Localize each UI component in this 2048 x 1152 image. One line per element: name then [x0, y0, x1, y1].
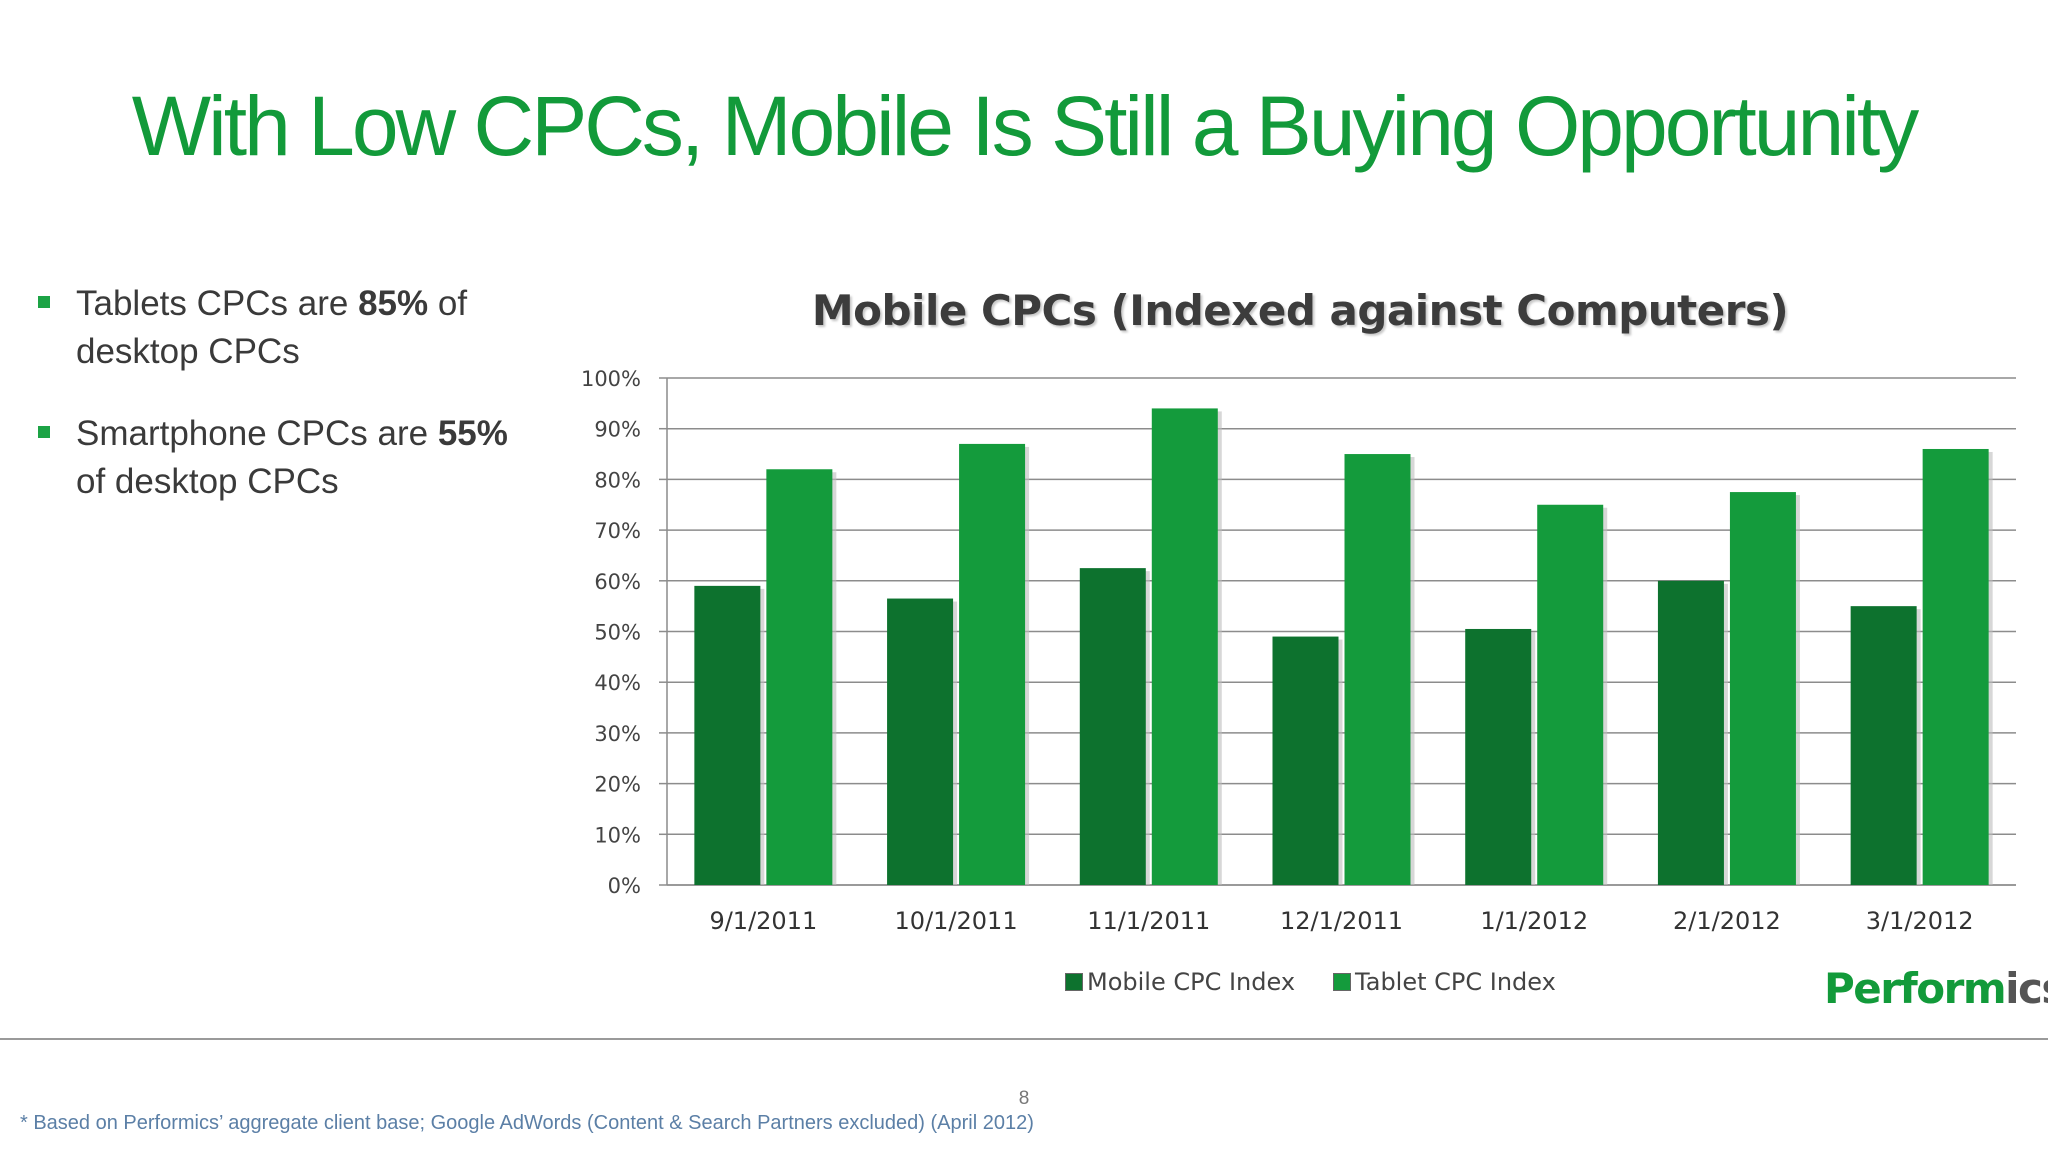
y-tick-label: 20%: [594, 773, 641, 797]
bullet-list: Tablets CPCs are 85% of desktop CPCs Sma…: [36, 280, 536, 540]
chart-legend: Mobile CPC Index Tablet CPC Index: [1065, 968, 1556, 996]
bullet-text-after: of desktop CPCs: [76, 284, 468, 371]
logo-main-text: Perform: [1824, 964, 2007, 1013]
x-tick-label: 12/1/2011: [1280, 907, 1403, 935]
footer-divider: [0, 1038, 2048, 1040]
slide-title: With Low CPCs, Mobile Is Still a Buying …: [131, 79, 1919, 173]
y-tick-label: 70%: [594, 519, 641, 543]
bar-mobile: [1079, 568, 1146, 885]
bullet-text-before: Tablets CPCs are: [76, 284, 359, 323]
bar-mobile: [1465, 628, 1532, 885]
bar-tablet: [1151, 408, 1218, 885]
x-tick-label: 9/1/2011: [709, 907, 817, 935]
logo-tail-text: ics: [2005, 964, 2048, 1013]
y-tick-label: 50%: [594, 621, 641, 645]
legend-label-mobile: Mobile CPC Index: [1087, 968, 1296, 996]
legend-label-tablet: Tablet CPC Index: [1355, 968, 1556, 996]
bar-chart: 0% 10% 20% 30% 40% 50% 60% 70% 80% 90% 100% 9/1/201…: [581, 367, 2016, 935]
x-tick-label: 3/1/2012: [1866, 907, 1974, 935]
bar-tablet: [1537, 504, 1604, 885]
bullet-text-after: of desktop CPCs: [76, 462, 339, 501]
y-tick-label: 10%: [594, 823, 641, 847]
bar-mobile: [694, 585, 761, 885]
bar-mobile: [1657, 580, 1724, 885]
square-bullet-icon: [38, 296, 50, 308]
bullet-highlight: 85%: [358, 284, 429, 323]
x-tick-label: 10/1/2011: [895, 907, 1018, 935]
y-tick-label: 100%: [581, 367, 641, 391]
y-tick-label: 0%: [608, 874, 641, 898]
bar-tablet: [1922, 448, 1989, 885]
legend-swatch-tablet: [1333, 973, 1352, 991]
bullet-item-tablets: Tablets CPCs are 85% of desktop CPCs: [36, 280, 536, 376]
legend-swatch-mobile: [1065, 973, 1083, 991]
bullet-item-smartphones: Smartphone CPCs are 55% of desktop CPCs: [36, 410, 536, 506]
square-bullet-icon: [38, 426, 50, 438]
chart-title: Mobile CPCs (Indexed against Computers): [811, 286, 1789, 335]
legend-item-tablet: Tablet CPC Index: [1333, 968, 1556, 996]
source-footnote: * Based on Performics’ aggregate client …: [20, 1112, 1034, 1134]
y-tick-label: 60%: [594, 570, 641, 594]
bar-tablet: [1729, 492, 1796, 885]
y-tick-label: 90%: [594, 418, 641, 442]
x-tick-label: 1/1/2012: [1480, 907, 1588, 935]
performics-logo: Performics: [1824, 964, 2048, 1013]
y-tick-label: 40%: [594, 671, 641, 695]
bullet-highlight: 55%: [437, 414, 508, 453]
x-tick-label: 11/1/2011: [1087, 907, 1210, 935]
legend-item-mobile: Mobile CPC Index: [1065, 968, 1295, 996]
bar-mobile: [1272, 636, 1339, 885]
bar-tablet: [959, 443, 1026, 885]
x-tick-label: 2/1/2012: [1673, 907, 1781, 935]
bar-mobile: [887, 598, 954, 885]
bar-tablet: [1344, 454, 1411, 885]
page-number: 8: [1018, 1088, 1030, 1109]
y-tick-label: 30%: [594, 722, 641, 746]
y-tick-label: 80%: [594, 468, 641, 492]
bar-tablet: [766, 469, 833, 885]
bullet-text-before: Smartphone CPCs are: [76, 414, 438, 453]
bar-mobile: [1850, 606, 1917, 885]
